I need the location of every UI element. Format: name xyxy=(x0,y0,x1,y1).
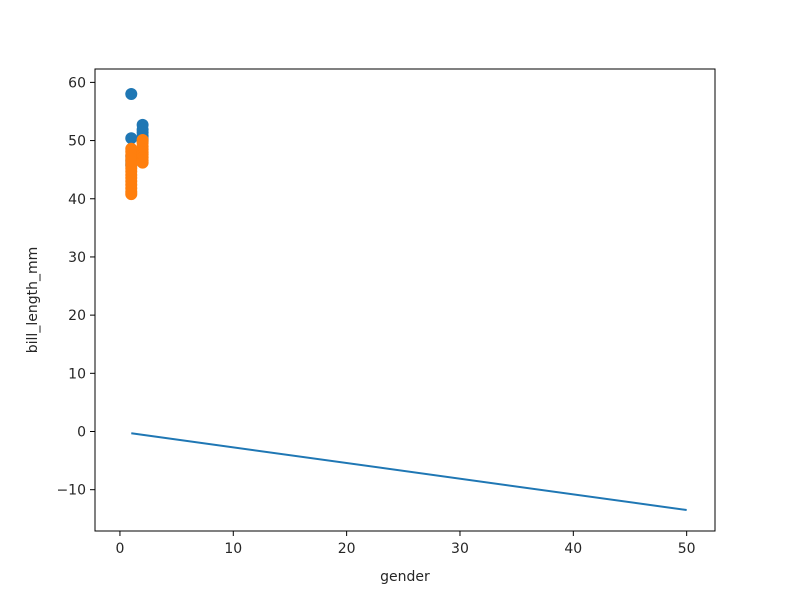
x-axis-label: gender xyxy=(380,569,430,585)
y-axis-label: bill_length_mm xyxy=(25,247,41,353)
y-tick-label-3: 20 xyxy=(68,308,86,324)
x-tick-label-1: 10 xyxy=(224,541,242,557)
y-tick-label-7: 60 xyxy=(68,75,86,91)
y-tick-label-2: 10 xyxy=(68,366,86,382)
regression-line xyxy=(131,432,687,512)
data-marks xyxy=(125,88,687,512)
scatter-point-s1-14 xyxy=(125,188,138,201)
x-tick-label-3: 30 xyxy=(451,541,469,557)
x-tick-label-0: 0 xyxy=(115,541,124,557)
x-tick-label-4: 40 xyxy=(564,541,582,557)
y-tick-label-5: 40 xyxy=(68,192,86,208)
y-tick-label-0: −10 xyxy=(56,483,86,499)
y-tick-label-6: 50 xyxy=(68,134,86,150)
plot-frame xyxy=(94,68,716,532)
scatter-point-s0-1 xyxy=(125,132,138,145)
x-tick-label-2: 20 xyxy=(338,541,356,557)
x-tick-label-5: 50 xyxy=(678,541,696,557)
plot-area xyxy=(95,69,715,531)
scatter-point-s1-23 xyxy=(136,156,149,169)
axes: 0 10 20 30 40 50 −10 0 10 20 30 40 50 60 xyxy=(56,75,695,557)
scatter-point-s0-0 xyxy=(125,88,138,101)
y-tick-label-4: 30 xyxy=(68,250,86,266)
y-tick-label-1: 0 xyxy=(77,425,86,441)
